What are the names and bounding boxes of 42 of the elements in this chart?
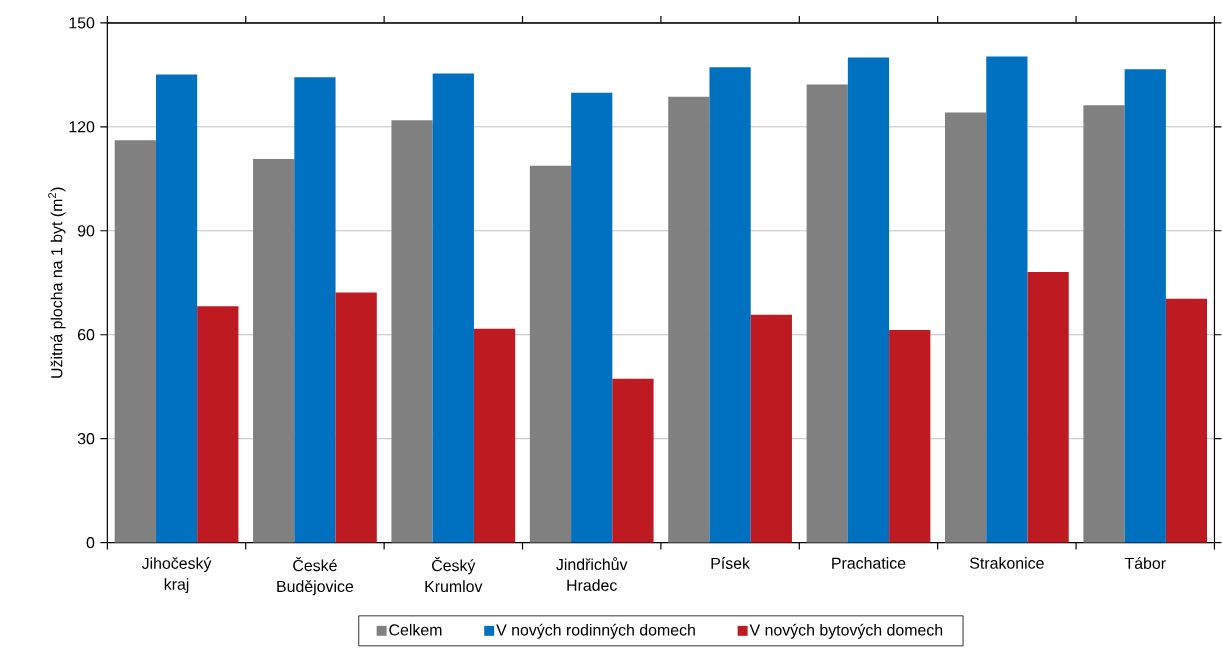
x-tick-label: Jindřichův Hradec (556, 557, 628, 591)
bar (294, 77, 336, 543)
y-tick-label: 60 (78, 329, 95, 341)
x-tick-label: Český Krumlov (425, 557, 483, 593)
bar (197, 306, 239, 543)
legend-label: V nových bytových domech (749, 623, 943, 639)
y-tick-label: 90 (77, 225, 95, 237)
bar (473, 328, 516, 543)
bar (1083, 105, 1125, 543)
bar (571, 92, 613, 543)
bar (1027, 272, 1069, 543)
y-tick-label: 120 (69, 121, 95, 133)
bar (709, 67, 751, 543)
x-tick-label: Strakonice (970, 557, 1044, 569)
bar (806, 84, 848, 543)
bar (114, 140, 156, 543)
legend-label: Celkem (389, 623, 442, 636)
bar (529, 165, 572, 543)
x-tick-label: Tábor (1124, 557, 1166, 569)
bar (335, 292, 377, 543)
bar (945, 112, 987, 543)
y-axis-title: Užitná plocha na 1 byt (m$^{2}$) (48, 187, 66, 378)
bar (612, 378, 654, 543)
bar (253, 159, 295, 543)
bar (432, 73, 474, 543)
y-tick-label: 0 (86, 537, 95, 549)
x-tick-label: Písek (711, 557, 750, 569)
x-tick-label: Prachatice (832, 557, 906, 569)
bar (1165, 298, 1208, 543)
legend-label: V nových rodinných domech (496, 623, 695, 639)
bar (1124, 69, 1166, 543)
bar (889, 329, 931, 543)
bar (155, 74, 198, 543)
bar (668, 96, 710, 543)
x-tick-label: Jihočeský kraj (141, 557, 212, 594)
x-tick-label: České Budějovice (277, 557, 354, 596)
bar (750, 314, 792, 543)
bar (847, 57, 890, 543)
y-tick-label: 150 (69, 17, 95, 29)
bar (391, 120, 433, 543)
bar (986, 56, 1028, 543)
y-tick-label: 30 (77, 433, 95, 445)
